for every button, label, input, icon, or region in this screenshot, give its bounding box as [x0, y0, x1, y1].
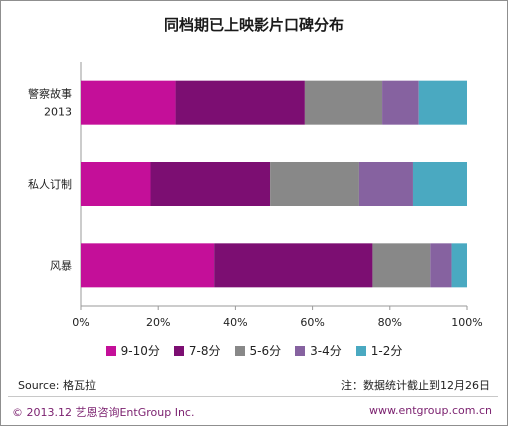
chart-legend: 9-10分 7-8分 5-6分 3-4分 1-2分 — [0, 342, 508, 359]
legend-label: 9-10分 — [120, 344, 160, 358]
x-tick-label: 0% — [72, 316, 89, 329]
bar-segment-3-3[interactable] — [372, 243, 431, 288]
x-tick-label: 20% — [146, 316, 170, 329]
legend-label: 5-6分 — [249, 344, 282, 358]
legend-label: 7-8分 — [188, 344, 221, 358]
source-note: Source: 格瓦拉 — [18, 379, 96, 392]
legend-item-3: 5-6分 — [234, 342, 282, 359]
legend-label: 1-2分 — [370, 344, 403, 358]
bar-segment-3-1[interactable] — [81, 243, 215, 288]
legend-swatch — [105, 345, 116, 356]
bar-segment-2-5[interactable] — [412, 162, 467, 206]
x-tick-label: 60% — [300, 316, 324, 329]
legend-label: 3-4分 — [310, 344, 342, 358]
x-tick-label: 40% — [223, 316, 247, 329]
bar-segment-1-5[interactable] — [418, 80, 467, 125]
bar-segment-1-1[interactable] — [81, 80, 176, 125]
bar-segment-2-3[interactable] — [270, 162, 359, 206]
bar-segment-3-5[interactable] — [451, 243, 467, 288]
legend-swatch — [234, 345, 245, 356]
legend-item-4: 3-4分 — [295, 342, 342, 359]
copyright-text: © 2013.12 艺恩咨询EntGroup Inc. — [12, 406, 195, 419]
bar-segment-3-4[interactable] — [430, 243, 452, 288]
data-cutoff-note: 注：数据统计截止到12月26日 — [341, 379, 490, 392]
footer-divider — [8, 396, 498, 397]
bar-segment-1-4[interactable] — [382, 80, 419, 125]
bar-segment-3-2[interactable] — [214, 243, 373, 288]
bar-segment-1-3[interactable] — [304, 80, 383, 125]
category-label-3: 风暴 — [50, 259, 72, 272]
x-tick-label: 100% — [451, 316, 482, 329]
x-tick-label: 80% — [378, 316, 402, 329]
bar-segment-2-2[interactable] — [150, 162, 271, 206]
bar-segment-2-1[interactable] — [81, 162, 151, 206]
legend-swatch — [355, 345, 366, 356]
category-label-2: 私人订制 — [28, 178, 72, 191]
legend-item-1: 9-10分 — [105, 342, 160, 359]
legend-swatch — [295, 345, 306, 356]
bar-segment-2-4[interactable] — [358, 162, 413, 206]
website-link[interactable]: www.entgroup.com.cn — [369, 404, 492, 417]
category-label-line: 私人订制 — [28, 178, 72, 191]
legend-swatch — [173, 345, 184, 356]
legend-item-2: 7-8分 — [173, 342, 221, 359]
chart-title: 同档期已上映影片口碑分布 — [163, 16, 344, 34]
legend-item-5: 1-2分 — [355, 342, 403, 359]
category-label-line: 警察故事 — [28, 87, 72, 101]
category-label-line: 风暴 — [50, 259, 72, 272]
category-label-1: 警察故事 2013 — [28, 87, 72, 119]
category-label-line: 2013 — [44, 106, 72, 119]
bar-segment-1-2[interactable] — [175, 80, 305, 125]
